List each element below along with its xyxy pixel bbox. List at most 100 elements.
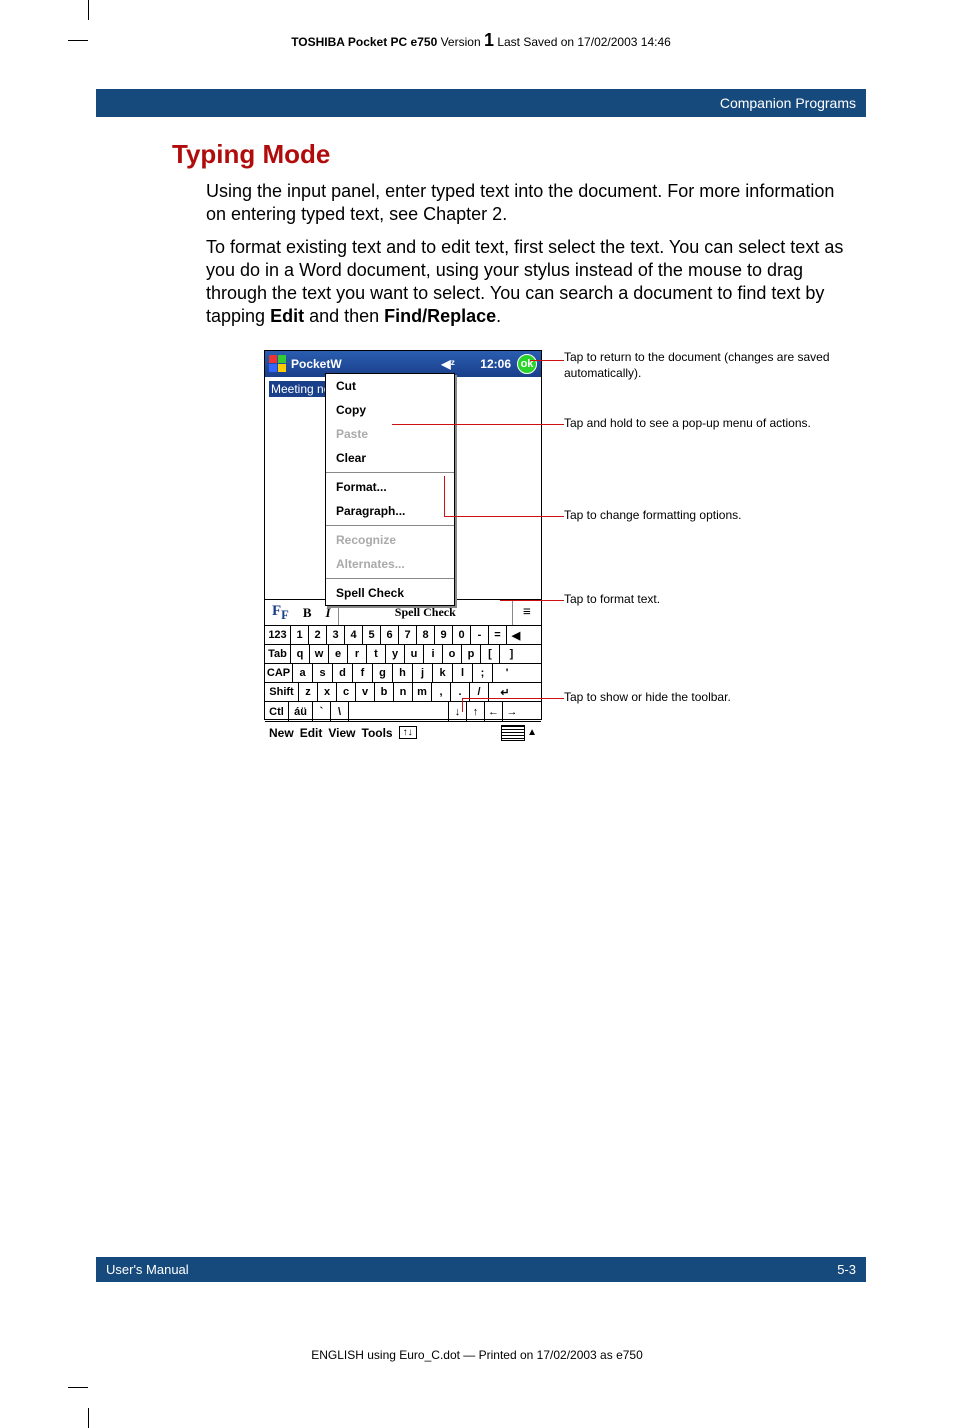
chapter-bar: Companion Programs <box>96 89 866 117</box>
intro-paragraph-1: Using the input panel, enter typed text … <box>206 180 858 226</box>
key-][interactable]: ] <box>500 645 523 663</box>
key-s[interactable]: s <box>313 664 333 682</box>
keyboard-row: CAPasdfghjkl;' <box>265 664 541 683</box>
key-d[interactable]: d <box>333 664 353 682</box>
key-'[interactable]: ' <box>493 664 521 682</box>
key-a[interactable]: a <box>293 664 313 682</box>
key-k[interactable]: k <box>433 664 453 682</box>
key-↓[interactable]: ↓ <box>449 702 467 721</box>
callout-popup-text: Tap and hold to see a pop-up menu of act… <box>564 416 811 430</box>
key-1[interactable]: 1 <box>291 626 309 644</box>
key-space[interactable] <box>349 702 449 721</box>
key-z[interactable]: z <box>299 683 318 701</box>
context-menu: Cut Copy Paste Clear Format... Paragraph… <box>325 373 455 606</box>
key-↑[interactable]: ↑ <box>467 702 485 721</box>
callout-formattext-text: Tap to format text. <box>564 592 660 606</box>
key-l[interactable]: l <box>453 664 473 682</box>
menu-paste: Paste <box>326 422 454 446</box>
key-=[interactable]: = <box>489 626 507 644</box>
key-h[interactable]: h <box>393 664 413 682</box>
key-p[interactable]: p <box>462 645 481 663</box>
menu-format[interactable]: Format... <box>326 475 454 499</box>
menu-cut[interactable]: Cut <box>326 374 454 398</box>
key-n[interactable]: n <box>394 683 413 701</box>
key-áü[interactable]: áü <box>289 702 313 721</box>
menu-tools[interactable]: Tools <box>362 726 393 740</box>
sip-keyboard-icon[interactable] <box>501 725 525 741</box>
key-2[interactable]: 2 <box>309 626 327 644</box>
key-e[interactable]: e <box>329 645 348 663</box>
chapter-title: Companion Programs <box>720 95 856 111</box>
key-[[interactable]: [ <box>481 645 500 663</box>
menu-paragraph[interactable]: Paragraph... <box>326 499 454 523</box>
key-→[interactable]: → <box>503 702 521 721</box>
bullets-button[interactable]: ≡ <box>513 605 541 621</box>
key-q[interactable]: q <box>291 645 310 663</box>
key--[interactable]: - <box>471 626 489 644</box>
app-title-b: W <box>330 357 341 371</box>
soft-keyboard[interactable]: 1231234567890-=◀Tabqwertyuiop[]CAPasdfgh… <box>265 625 541 721</box>
key-w[interactable]: w <box>310 645 329 663</box>
section-title: Typing Mode <box>172 139 866 170</box>
key-;[interactable]: ; <box>473 664 493 682</box>
sip-up-arrow-icon[interactable]: ▲ <box>527 727 537 738</box>
key-b[interactable]: b <box>375 683 394 701</box>
windows-flag-icon <box>269 355 287 373</box>
menu-spellcheck[interactable]: Spell Check <box>326 581 454 605</box>
font-button[interactable]: FF <box>265 603 296 623</box>
key-r[interactable]: r <box>348 645 367 663</box>
key-4[interactable]: 4 <box>345 626 363 644</box>
key-\[interactable]: \ <box>331 702 349 721</box>
menu-recognize: Recognize <box>326 528 454 552</box>
menu-new[interactable]: New <box>269 726 294 740</box>
key-,[interactable]: , <box>432 683 451 701</box>
key-CAP[interactable]: CAP <box>265 664 293 682</box>
key-◀[interactable]: ◀ <box>507 626 525 644</box>
key-f[interactable]: f <box>353 664 373 682</box>
saved-date: Last Saved on 17/02/2003 14:46 <box>497 35 670 49</box>
menu-edit[interactable]: Edit <box>300 726 323 740</box>
key-Tab[interactable]: Tab <box>265 645 291 663</box>
key-7[interactable]: 7 <box>399 626 417 644</box>
pocketpc-window: Pocket W ◀ᶻ 12:06 ok Meeting not Cut Cop… <box>264 350 542 720</box>
menu-clear[interactable]: Clear <box>326 446 454 470</box>
key-g[interactable]: g <box>373 664 393 682</box>
key-5[interactable]: 5 <box>363 626 381 644</box>
menu-copy[interactable]: Copy <box>326 398 454 422</box>
italic-button[interactable]: I <box>318 605 337 621</box>
key-m[interactable]: m <box>413 683 432 701</box>
bold-button[interactable]: B <box>296 605 319 621</box>
callout-format-text: Tap to change formatting options. <box>564 508 741 522</box>
key-v[interactable]: v <box>356 683 375 701</box>
p2-edit: Edit <box>270 306 304 326</box>
key-c[interactable]: c <box>337 683 356 701</box>
key-u[interactable]: u <box>405 645 424 663</box>
callout-toolbar: Tap to show or hide the toolbar. <box>564 690 874 706</box>
key-o[interactable]: o <box>443 645 462 663</box>
menu-view[interactable]: View <box>328 726 355 740</box>
keyboard-row: Shiftzxcvbnm,./↵ <box>265 683 541 702</box>
key-y[interactable]: y <box>386 645 405 663</box>
key-0[interactable]: 0 <box>453 626 471 644</box>
key-123[interactable]: 123 <box>265 626 291 644</box>
key-i[interactable]: i <box>424 645 443 663</box>
keyboard-row: 1231234567890-=◀ <box>265 626 541 645</box>
callout-format: Tap to change formatting options. <box>564 508 874 524</box>
key-x[interactable]: x <box>318 683 337 701</box>
key-t[interactable]: t <box>367 645 386 663</box>
intro-paragraph-2: To format existing text and to edit text… <box>206 236 858 328</box>
document-area[interactable]: Meeting not Cut Copy Paste Clear Format.… <box>265 377 541 599</box>
callout-formattext: Tap to format text. <box>564 592 874 608</box>
key-Shift[interactable]: Shift <box>265 683 299 701</box>
p2-find: Find/Replace <box>384 306 496 326</box>
key-Ctl[interactable]: Ctl <box>265 702 289 721</box>
ok-button[interactable]: ok <box>517 354 537 374</box>
key-j[interactable]: j <box>413 664 433 682</box>
key-←[interactable]: ← <box>485 702 503 721</box>
key-6[interactable]: 6 <box>381 626 399 644</box>
key-8[interactable]: 8 <box>417 626 435 644</box>
key-3[interactable]: 3 <box>327 626 345 644</box>
key-9[interactable]: 9 <box>435 626 453 644</box>
key-`[interactable]: ` <box>313 702 331 721</box>
updown-icon[interactable]: ↑↓ <box>399 726 417 739</box>
